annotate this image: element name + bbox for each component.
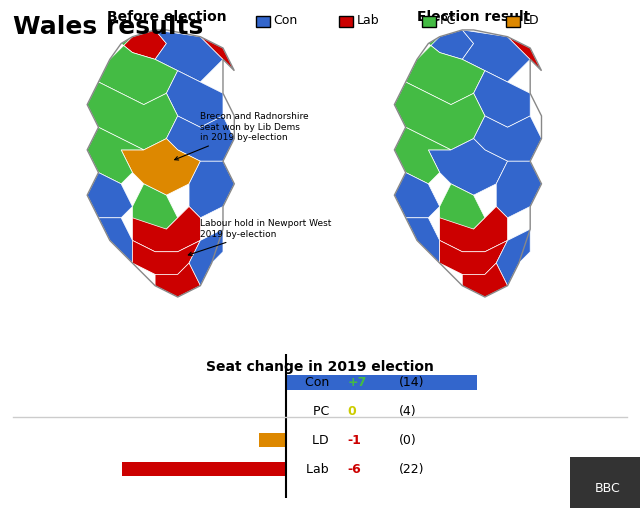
Polygon shape [394,82,485,150]
Polygon shape [87,173,132,218]
Polygon shape [121,30,166,59]
Polygon shape [496,161,541,218]
Text: -1: -1 [348,434,361,447]
Polygon shape [99,37,178,105]
Text: Lab: Lab [356,14,379,27]
Polygon shape [508,37,541,71]
Polygon shape [155,30,223,82]
Polygon shape [87,82,178,150]
Polygon shape [132,206,200,252]
Polygon shape [440,206,508,252]
Polygon shape [189,161,234,218]
Polygon shape [121,139,200,195]
FancyBboxPatch shape [259,433,286,448]
Text: Seat change in 2019 election: Seat change in 2019 election [206,360,434,373]
Polygon shape [200,37,234,71]
Polygon shape [440,184,485,229]
Polygon shape [462,263,508,297]
Text: (22): (22) [399,462,424,475]
Text: LD: LD [312,434,337,447]
Text: Labour hold in Newport West
2019 by-election: Labour hold in Newport West 2019 by-elec… [188,219,332,256]
Text: Brecon and Radnorshire
seat won by Lib Dems
in 2019 by-election: Brecon and Radnorshire seat won by Lib D… [175,112,309,160]
Polygon shape [474,71,530,128]
Polygon shape [155,263,200,297]
Text: -6: -6 [348,462,361,475]
Title: Election result: Election result [417,10,530,24]
Polygon shape [428,139,508,195]
Polygon shape [428,30,474,59]
Polygon shape [394,128,451,184]
Polygon shape [406,37,485,105]
Text: LD: LD [523,14,540,27]
Polygon shape [406,218,440,263]
Polygon shape [189,229,223,285]
Polygon shape [87,128,144,184]
Polygon shape [132,240,200,274]
Text: (0): (0) [399,434,416,447]
Text: PC: PC [313,405,337,418]
Text: PC: PC [440,14,456,27]
FancyBboxPatch shape [122,462,286,476]
FancyBboxPatch shape [286,375,477,390]
Polygon shape [462,30,530,82]
Polygon shape [166,116,234,161]
Text: 0: 0 [348,405,356,418]
Title: Before election: Before election [107,10,226,24]
Text: Con: Con [273,14,298,27]
Text: (4): (4) [399,405,416,418]
Polygon shape [496,229,530,285]
Polygon shape [474,116,541,161]
Polygon shape [394,173,440,218]
Polygon shape [132,184,178,229]
Text: BBC: BBC [595,482,621,495]
Text: Wales results: Wales results [13,15,203,39]
Polygon shape [99,218,132,263]
Polygon shape [440,240,508,274]
Polygon shape [166,71,223,128]
Text: Lab: Lab [307,462,337,475]
Text: +7: +7 [348,376,367,389]
Text: Con: Con [305,376,337,389]
Text: (14): (14) [399,376,424,389]
